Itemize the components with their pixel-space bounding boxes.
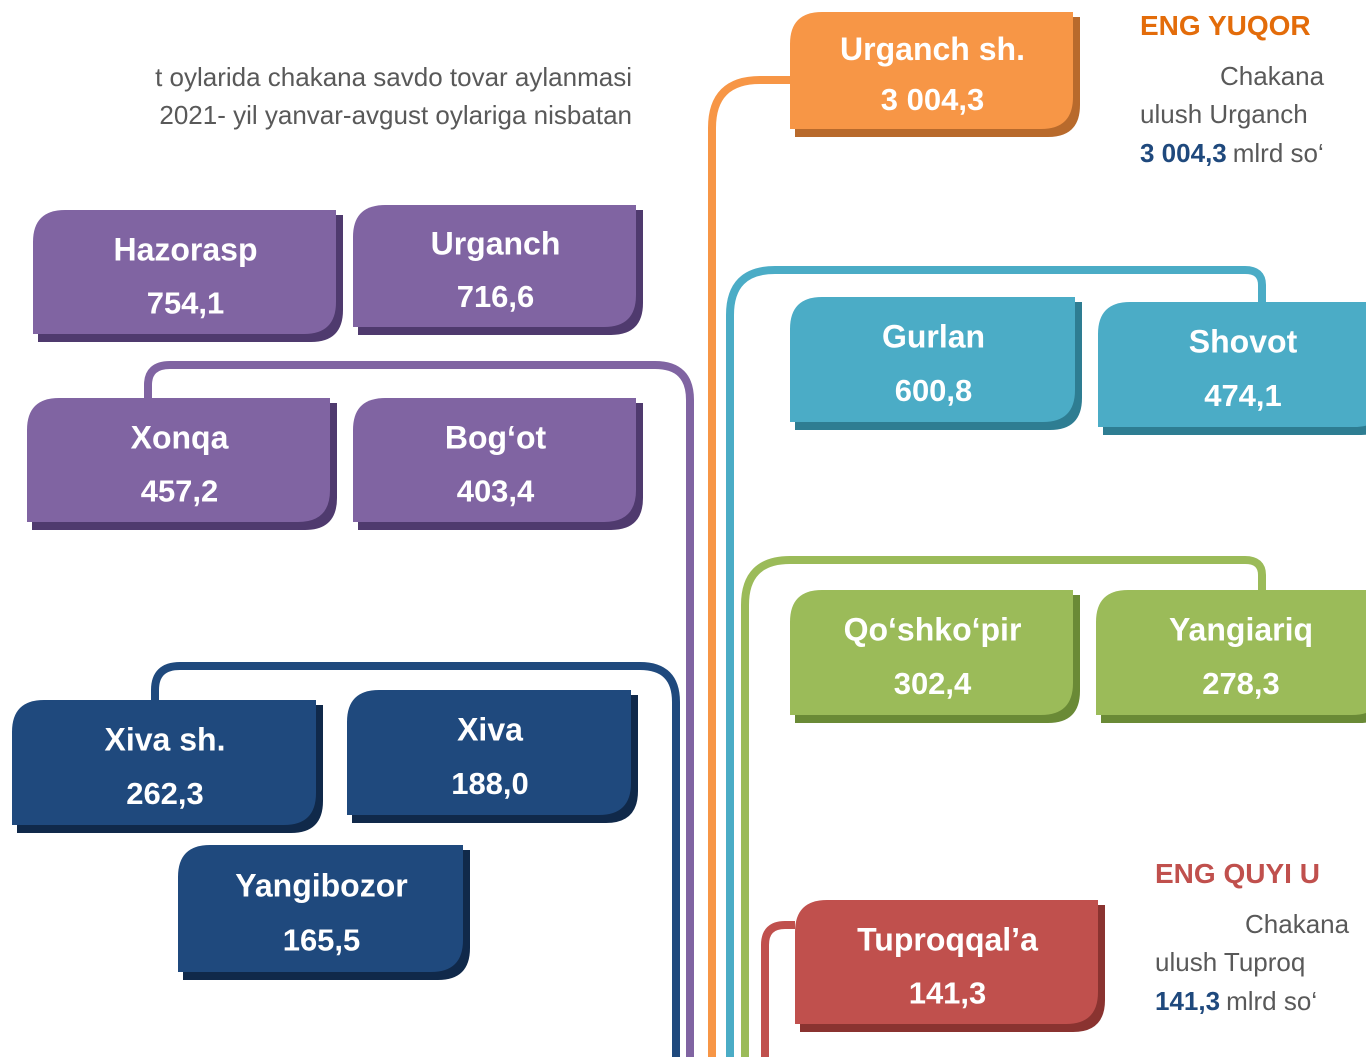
box: Xiva 188,0 — [347, 690, 638, 823]
intro-text: t oylarida chakana savdo tovar aylanmasi — [155, 62, 632, 92]
box-value: 754,1 — [147, 285, 225, 320]
box: Gurlan 600,8 — [790, 297, 1082, 430]
note-unit: mlrd so‘ — [1226, 986, 1317, 1016]
box-name: Tuproqqal’a — [857, 921, 1038, 957]
box: Xonqa 457,2 — [27, 398, 337, 530]
note-unit: mlrd so‘ — [1233, 138, 1324, 168]
box: Yangiariq 278,3 — [1096, 590, 1366, 723]
connector — [741, 556, 1266, 1057]
note-heading: ENG YUQOR — [1140, 10, 1311, 41]
box: Qo‘shko‘pir 302,4 — [790, 590, 1080, 723]
box: Shovot 474,1 — [1098, 302, 1366, 435]
box: Urganch 716,6 — [353, 205, 643, 335]
box-name: Xiva sh. — [105, 722, 226, 758]
note-line: 3 004,3 mlrd so‘ — [1140, 138, 1324, 168]
intro-text: 2021- yil yanvar-avgust oylariga nisbata… — [159, 100, 632, 130]
box-face — [790, 12, 1073, 129]
note-line: ulush Urganch — [1140, 99, 1308, 129]
box-face — [790, 590, 1073, 715]
box-value: 716,6 — [457, 279, 535, 314]
box-face — [33, 210, 336, 334]
box-face — [178, 845, 463, 972]
box-value: 600,8 — [895, 373, 973, 408]
connector — [726, 266, 1266, 1057]
box: Bog‘ot 403,4 — [353, 398, 643, 530]
box-value: 165,5 — [283, 923, 361, 958]
box-value: 262,3 — [126, 776, 204, 811]
box-value: 403,4 — [457, 473, 535, 508]
connectors — [144, 76, 1266, 1057]
box-face — [1098, 302, 1366, 427]
box-name: Yangiariq — [1169, 612, 1313, 648]
box-face — [27, 398, 330, 522]
connector — [151, 662, 680, 1057]
box-value: 188,0 — [451, 766, 529, 801]
box-value: 278,3 — [1202, 666, 1280, 701]
note-value: 3 004,3 — [1140, 138, 1227, 168]
box-face — [347, 690, 631, 815]
box: Hazorasp 754,1 — [33, 210, 343, 342]
box-name: Urganch sh. — [840, 31, 1025, 67]
note-line: 141,3 mlrd so‘ — [1155, 986, 1317, 1016]
box: Urganch sh. 3 004,3 — [790, 12, 1080, 137]
box: Xiva sh. 262,3 — [12, 700, 323, 833]
connector — [144, 361, 694, 1057]
box: Tuproqqal’a 141,3 — [795, 900, 1105, 1032]
box-face — [795, 900, 1098, 1024]
box-name: Gurlan — [882, 319, 985, 355]
box-name: Xiva — [457, 712, 523, 748]
box-face — [353, 205, 636, 327]
box-value: 141,3 — [909, 975, 987, 1010]
note-heading: ENG QUYI U — [1155, 858, 1320, 889]
note-line: ulush Tuproq — [1155, 947, 1305, 977]
box-value: 457,2 — [141, 473, 219, 508]
box-name: Hazorasp — [113, 231, 257, 267]
box-name: Bog‘ot — [445, 419, 547, 455]
box-value: 474,1 — [1204, 378, 1282, 413]
box-face — [1096, 590, 1366, 715]
connector — [761, 921, 795, 1057]
box-value: 3 004,3 — [881, 82, 984, 117]
box-name: Qo‘shko‘pir — [844, 612, 1022, 648]
box-value: 302,4 — [894, 666, 972, 701]
connector — [708, 76, 790, 1057]
box: Yangibozor 165,5 — [178, 845, 470, 980]
boxes: Urganch sh. 3 004,3 Hazorasp 754,1 Urganch 71… — [12, 12, 1366, 1032]
box-name: Urganch — [431, 226, 561, 262]
box-name: Shovot — [1189, 324, 1298, 360]
box-face — [353, 398, 636, 522]
note-value: 141,3 — [1155, 986, 1220, 1016]
note-line: Chakana — [1245, 909, 1350, 939]
note-line: Chakana — [1220, 61, 1325, 91]
box-name: Xonqa — [131, 419, 229, 455]
box-name: Yangibozor — [235, 867, 407, 903]
box-face — [790, 297, 1075, 422]
box-face — [12, 700, 316, 825]
